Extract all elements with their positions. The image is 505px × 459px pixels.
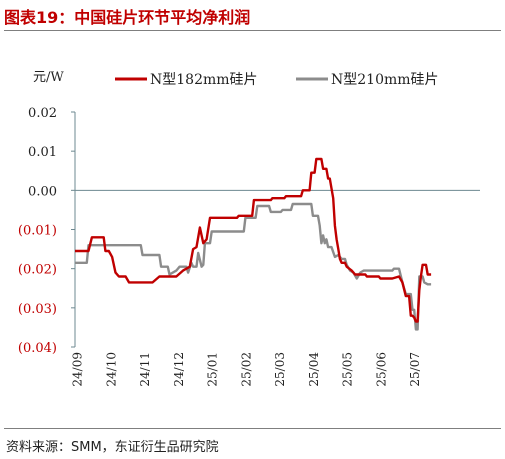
y-tick-label: 0.02 (28, 106, 57, 121)
series-lines (75, 157, 432, 331)
source-divider (4, 428, 501, 429)
x-tick-label: 25/05 (341, 352, 355, 387)
source-note: 资料来源：SMM，东证衍生品研究院 (6, 440, 219, 455)
chart-legend: N型182mm硅片 N型210mm硅片 (115, 72, 439, 88)
legend-label-n182: N型182mm硅片 (150, 72, 258, 88)
line-chart: 0.02 0.01 0.00 (0.01) (0.02) (0.03) (0.04) 24/… (18, 70, 480, 387)
y-axis-unit-label: 元/W (33, 70, 64, 85)
figure-title: 图表19：中国硅片环节平均净利润 (4, 8, 251, 27)
x-tick-label: 25/01 (206, 352, 220, 387)
series-line-n210 (75, 202, 432, 331)
x-tick-label: 25/02 (239, 352, 253, 387)
x-tick-label: 25/03 (273, 352, 287, 387)
title-divider (4, 30, 501, 31)
y-tick-label: (0.04) (18, 341, 57, 356)
y-axis-ticks: 0.02 0.01 0.00 (0.01) (0.02) (0.03) (0.04) (18, 106, 57, 356)
axes (71, 111, 480, 348)
x-tick-label: 25/04 (307, 352, 321, 387)
x-tick-label: 24/12 (172, 352, 186, 387)
x-tick-label: 24/09 (71, 352, 85, 387)
y-tick-label: (0.03) (18, 302, 57, 317)
y-tick-label: 0.00 (28, 184, 57, 199)
legend-label-n210: N型210mm硅片 (331, 72, 439, 88)
x-tick-label: 25/06 (374, 352, 388, 387)
y-tick-label: (0.01) (18, 224, 57, 239)
y-tick-label: 0.01 (28, 145, 57, 160)
x-tick-label: 25/07 (408, 352, 422, 387)
x-tick-label: 24/11 (138, 352, 152, 387)
series-line-n182 (75, 157, 432, 323)
x-axis-ticks: 24/09 24/10 24/11 24/12 25/01 25/02 25/03 25/04… (71, 352, 423, 387)
x-tick-label: 24/10 (104, 352, 118, 387)
y-tick-label: (0.02) (18, 263, 57, 278)
